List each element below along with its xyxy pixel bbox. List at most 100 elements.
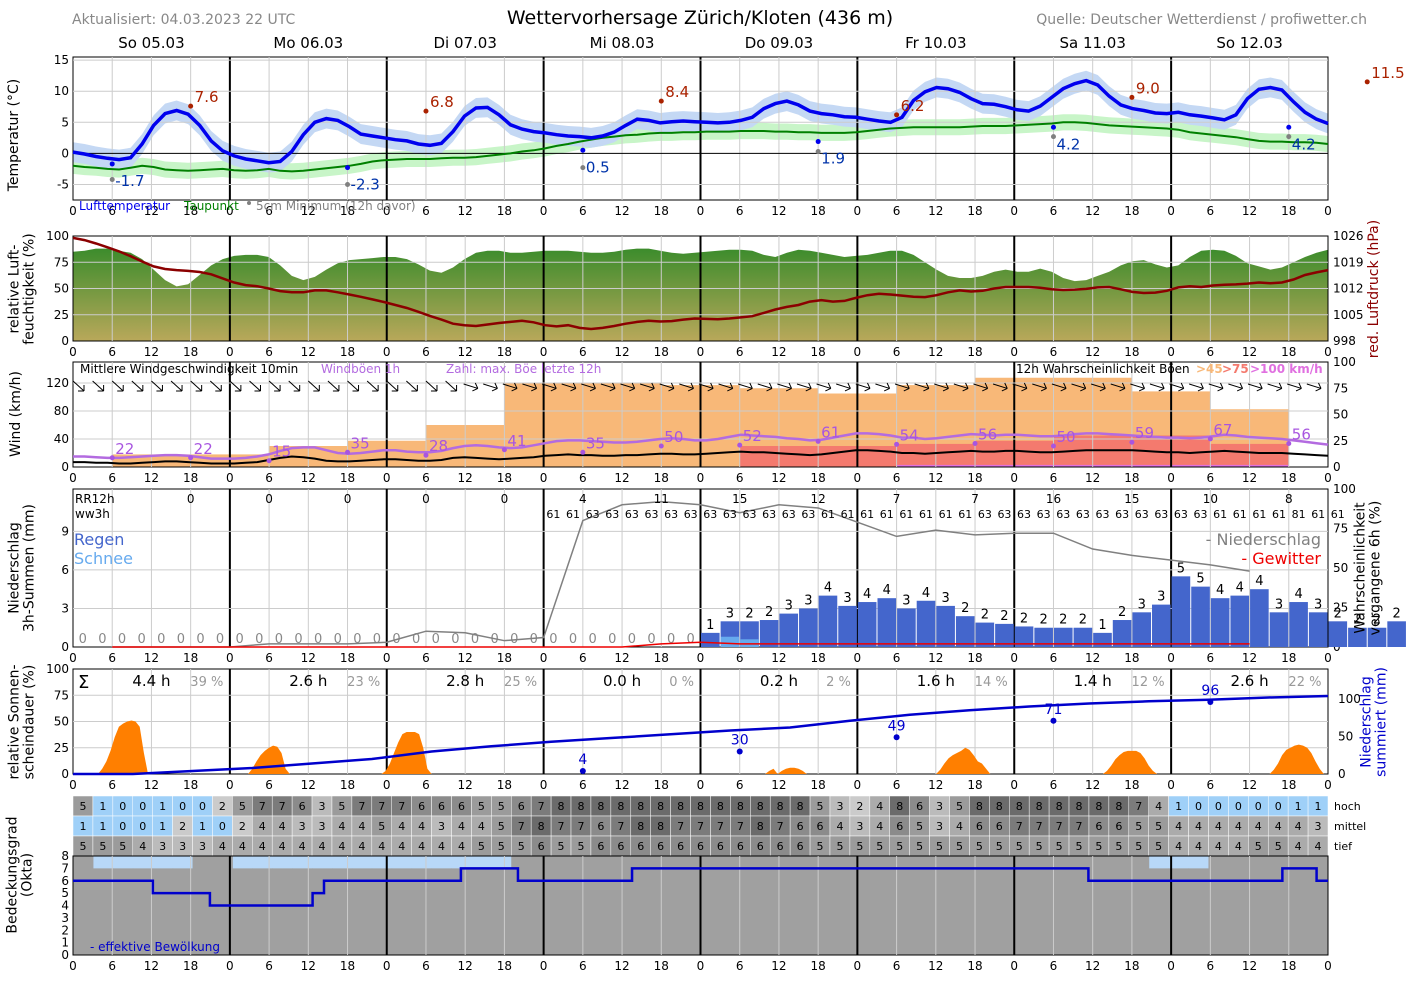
max-temp-point — [894, 112, 900, 118]
rain-bar — [1308, 612, 1328, 647]
max-gust-label: 56 — [978, 425, 997, 443]
cloud-total-bar — [610, 856, 632, 955]
cloud-high-value: 8 — [697, 800, 704, 813]
ww3h-code: 63 — [1095, 508, 1109, 521]
rain-bar — [1289, 602, 1308, 647]
cloud-mid-value: 6 — [1115, 820, 1122, 833]
rain-bar-label: 2 — [1059, 613, 1067, 628]
sun-hour-tick: 12 — [144, 778, 159, 792]
hum-ytick: 50 — [54, 282, 69, 296]
max-gust-point — [345, 449, 351, 455]
min-temp-point — [815, 139, 821, 145]
cloud-low-value: 5 — [1155, 840, 1162, 853]
precip-hour-tick: 0 — [697, 651, 705, 665]
rain-bar-label: 0 — [373, 632, 381, 647]
precip-hour-tick: 6 — [893, 651, 901, 665]
wind-arrow — [249, 380, 261, 392]
cloud-hour-tick: 18 — [1124, 959, 1139, 973]
cloud-total-bar — [829, 856, 851, 955]
sun-hour-tick: 6 — [893, 778, 901, 792]
max-gust-point — [188, 455, 194, 461]
wind-hour-tick: 18 — [654, 471, 669, 485]
ww3h-code: 63 — [1135, 508, 1149, 521]
cloud-ytick: 1 — [61, 936, 69, 950]
rain-bar-label: 2 — [1040, 613, 1048, 628]
wind-hour-tick: 18 — [1124, 471, 1139, 485]
sun-hour-tick: 6 — [265, 778, 273, 792]
rr12h-value: 10 — [1203, 492, 1218, 506]
effective-cloud-line — [73, 867, 1328, 907]
cloud-mid-value: 6 — [1095, 820, 1102, 833]
temp-hour-tick: 12 — [144, 204, 159, 218]
rain-bar-label: 0 — [490, 632, 498, 647]
cloud-total-bar — [312, 868, 333, 955]
wind-arrow — [541, 382, 557, 392]
ww3h-code: 61 — [841, 508, 855, 521]
cloud-high-value: 7 — [538, 800, 545, 813]
cloud-ytick: 3 — [61, 911, 69, 925]
hum-hour-tick: 6 — [579, 345, 587, 359]
precip-hour-tick: 0 — [540, 651, 548, 665]
hum-hour-tick: 18 — [654, 345, 669, 359]
legend-precip-prob: - Niederschlag — [1206, 530, 1321, 549]
rain-bar-label: 0 — [451, 632, 459, 647]
wind-arrow — [1189, 382, 1204, 392]
cloud-hour-tick: 0 — [1167, 959, 1175, 973]
cloud-hour-tick: 12 — [301, 959, 316, 973]
temp-hour-tick: 6 — [579, 204, 587, 218]
max-temp-point — [423, 108, 429, 114]
wind-hour-tick: 6 — [1207, 471, 1215, 485]
max-gust-point — [815, 438, 821, 444]
wind-hour-tick: 0 — [1167, 471, 1175, 485]
hum-hour-tick: 12 — [614, 345, 629, 359]
rr12h-value: 8 — [1285, 492, 1293, 506]
cloud-high-value: 7 — [398, 800, 405, 813]
rain-bar-label: 4 — [1216, 583, 1224, 598]
cloud-mid-value: 8 — [538, 820, 545, 833]
cloud-high-value: 0 — [1275, 800, 1282, 813]
ww3h-code: 61 — [860, 508, 874, 521]
sun-hour-tick: 0 — [540, 778, 548, 792]
cloud-ytick: 5 — [61, 886, 69, 900]
ww3h-code: 61 — [1331, 508, 1345, 521]
ww3h-code: 61 — [1252, 508, 1266, 521]
rr12h-value: 11 — [654, 492, 669, 506]
wind-arrow — [1130, 382, 1146, 392]
day-label: So 05.03 — [118, 34, 184, 52]
hum-hour-tick: 18 — [967, 345, 982, 359]
cloud-high-value: 0 — [1235, 800, 1242, 813]
wind-hour-tick: 6 — [108, 471, 116, 485]
cloud-mid-value: 5 — [498, 820, 505, 833]
wind-arrow — [1071, 382, 1087, 392]
hum-hour-tick: 0 — [383, 345, 391, 359]
precip-ytick: 9 — [61, 524, 69, 538]
cloud-mid-value: 3 — [438, 820, 445, 833]
sun-hour-tick: 6 — [579, 778, 587, 792]
precip-sum-ylabel: Niederschlag — [1359, 676, 1375, 767]
label-rr12h: RR12h — [75, 492, 115, 506]
cloud-total-bar — [1029, 856, 1050, 955]
label-prob45: >45 — [1196, 362, 1223, 376]
temp-hour-tick: 0 — [697, 204, 705, 218]
rain-bar-label: 2 — [1334, 606, 1342, 621]
sun-hour-tick: 18 — [967, 778, 982, 792]
pressure-ytick: 1019 — [1333, 255, 1364, 269]
rain-bar — [1269, 612, 1289, 647]
ww3h-code: 63 — [1115, 508, 1129, 521]
precip-sum-ytick: 0 — [1338, 767, 1346, 781]
cloud-low-value: 5 — [79, 840, 86, 853]
wind-prob-ytick: 25 — [1333, 434, 1348, 448]
sun-daily-hours: 2.6 h — [1230, 672, 1268, 690]
cloud-row-label-low: tief — [1334, 840, 1353, 853]
cloud-hour-tick: 6 — [1050, 959, 1058, 973]
wind-arrow — [1149, 382, 1165, 392]
cloud-mid-value: 3 — [936, 820, 943, 833]
temp-hour-tick: 6 — [1207, 204, 1215, 218]
wind-arrow — [973, 382, 989, 392]
cloud-hour-tick: 12 — [928, 959, 943, 973]
cloud-hour-tick: 18 — [654, 959, 669, 973]
rr12h-value: 0 — [265, 492, 273, 506]
sun-hour-tick: 18 — [497, 778, 512, 792]
max-gust-point — [737, 442, 743, 448]
day-label: So 12.03 — [1216, 34, 1282, 52]
